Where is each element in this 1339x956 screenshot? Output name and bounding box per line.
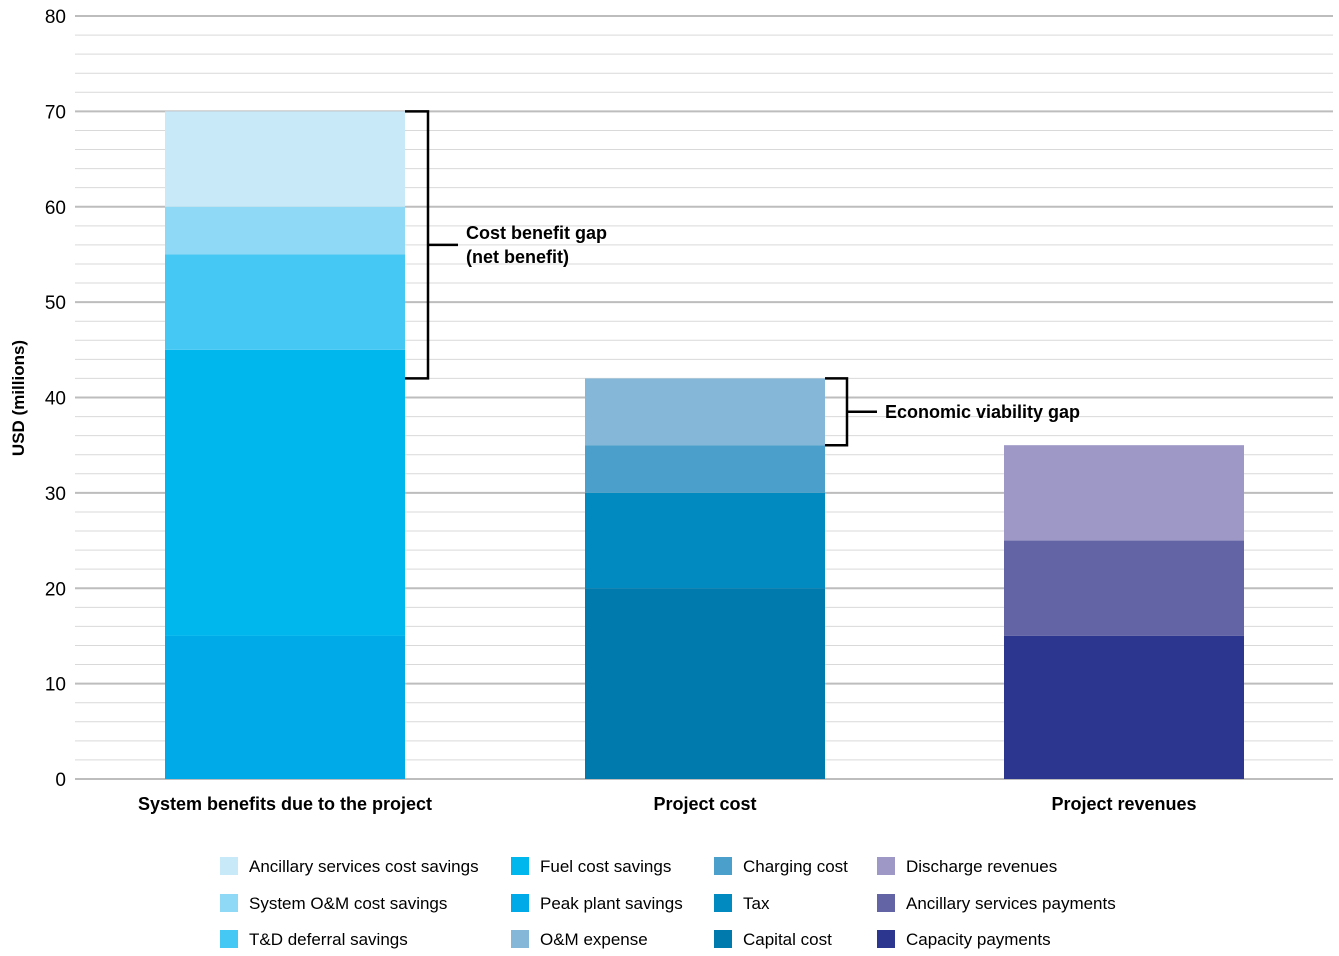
y-tick-label: 60	[45, 198, 66, 219]
legend-swatch	[714, 930, 732, 948]
legend-label: O&M expense	[540, 930, 648, 949]
y-tick-label: 0	[55, 770, 66, 791]
legend-item: Peak plant savings	[511, 894, 683, 913]
legend: Ancillary services cost savings System O&…	[220, 857, 1116, 949]
y-tick-label: 30	[45, 484, 66, 505]
legend-item: T&D deferral savings	[220, 930, 408, 949]
legend-label: Charging cost	[743, 857, 848, 876]
x-category-label: Project revenues	[1051, 794, 1196, 814]
legend-label: Tax	[743, 894, 770, 913]
bar-segment	[165, 635, 405, 779]
bar-segment	[1004, 540, 1244, 636]
bar-segment	[1004, 445, 1244, 541]
legend-label: Capital cost	[743, 930, 832, 949]
legend-label: Ancillary services payments	[906, 894, 1116, 913]
bar-segment	[585, 588, 825, 779]
legend-swatch	[220, 857, 238, 875]
y-tick-label: 20	[45, 579, 66, 600]
bar-segment	[165, 254, 405, 350]
legend-item: Tax	[714, 894, 770, 913]
legend-item: Ancillary services payments	[877, 894, 1116, 913]
legend-swatch	[714, 894, 732, 912]
x-category-label: System benefits due to the project	[138, 794, 432, 814]
bars	[165, 111, 1244, 779]
bar-stack	[585, 378, 825, 779]
legend-swatch	[877, 930, 895, 948]
legend-label: T&D deferral savings	[249, 930, 408, 949]
bar-segment	[585, 492, 825, 589]
legend-label: System O&M cost savings	[249, 894, 447, 913]
legend-label: Peak plant savings	[540, 894, 683, 913]
y-tick-label: 70	[45, 102, 66, 123]
legend-item: System O&M cost savings	[220, 894, 447, 913]
axes: 0 10 20 30 40 50 60 70 80 System benefits due to …	[45, 7, 1197, 814]
legend-swatch	[511, 857, 529, 875]
legend-item: Capital cost	[714, 930, 832, 949]
legend-swatch	[511, 930, 529, 948]
legend-swatch	[877, 857, 895, 875]
y-axis-title: USD (millions)	[9, 340, 28, 456]
legend-item: Capacity payments	[877, 930, 1051, 949]
annotation-label: (net benefit)	[466, 247, 569, 267]
bar-segment	[1004, 635, 1244, 779]
bar-segment	[165, 349, 405, 636]
bar-stack	[165, 111, 405, 779]
legend-swatch	[511, 894, 529, 912]
legend-label: Fuel cost savings	[540, 857, 671, 876]
bar-segment	[165, 111, 405, 207]
legend-swatch	[714, 857, 732, 875]
bar-stack	[1004, 445, 1244, 779]
legend-item: Fuel cost savings	[511, 857, 671, 876]
legend-item: O&M expense	[511, 930, 648, 949]
annotation-label: Cost benefit gap	[466, 223, 607, 243]
y-tick-label: 10	[45, 675, 66, 696]
legend-item: Discharge revenues	[877, 857, 1057, 876]
y-tick-label: 80	[45, 7, 66, 28]
legend-label: Discharge revenues	[906, 857, 1057, 876]
bar-segment	[585, 378, 825, 446]
legend-label: Ancillary services cost savings	[249, 857, 479, 876]
y-tick-label: 40	[45, 389, 66, 410]
annotations: Cost benefit gap (net benefit) Economic vi…	[405, 110, 1080, 447]
legend-item: Ancillary services cost savings	[220, 857, 479, 876]
x-category-label: Project cost	[653, 794, 756, 814]
bar-segment	[165, 206, 405, 255]
bar-segment	[585, 445, 825, 493]
legend-swatch	[220, 930, 238, 948]
annotation-label: Economic viability gap	[885, 402, 1080, 422]
legend-label: Capacity payments	[906, 930, 1051, 949]
legend-swatch	[877, 894, 895, 912]
legend-item: Charging cost	[714, 857, 848, 876]
legend-swatch	[220, 894, 238, 912]
y-tick-label: 50	[45, 293, 66, 314]
